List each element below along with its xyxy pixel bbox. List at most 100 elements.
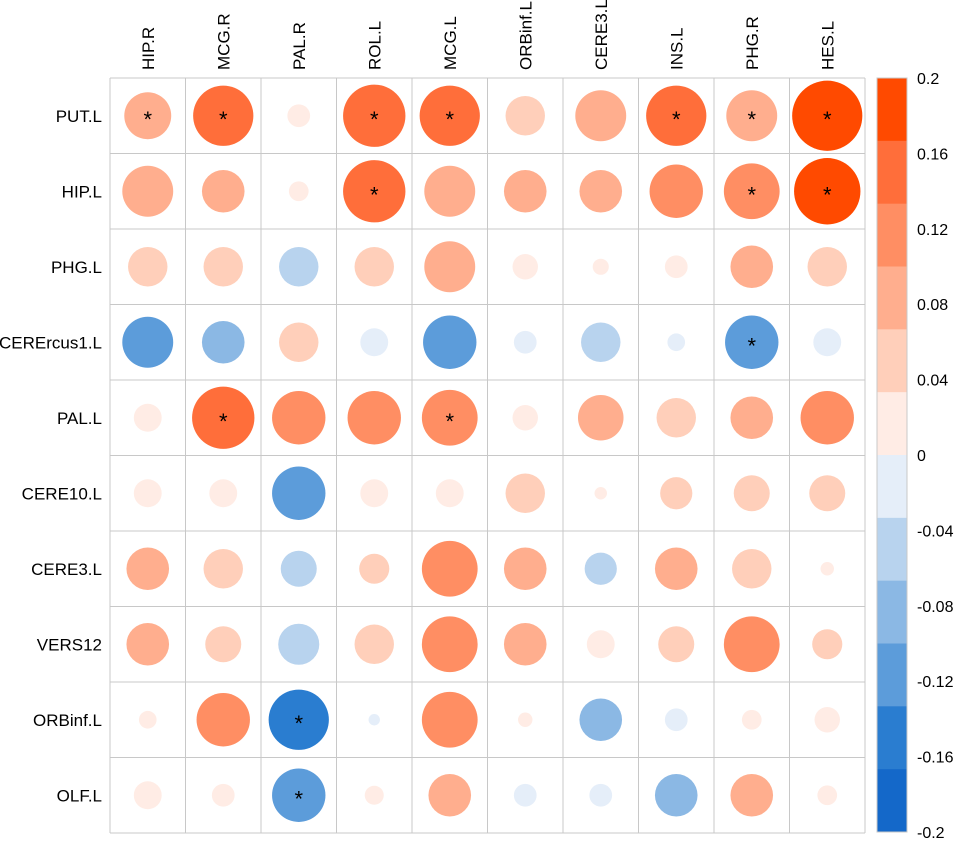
colorbar-segment (877, 266, 907, 330)
corr-circle-PHG.L-PAL.R (279, 247, 319, 287)
significance-star: * (294, 711, 303, 736)
corr-circle-VERS12-HIP.R (126, 622, 170, 666)
row-label: HIP.L (62, 182, 102, 201)
corr-circle-CERE10.L-INS.L (660, 477, 693, 510)
corr-circle-VERS12-HES.L (812, 629, 843, 660)
corr-circle-PHG.L-PHG.R (730, 245, 774, 289)
corr-circle-PUT.L-HES.L (792, 80, 863, 151)
colorbar-tick-label: 0.16 (917, 146, 948, 163)
corr-circle-CERE3.L-INS.L (654, 547, 698, 591)
corr-circle-OLF.L-ORBinf.L (513, 783, 537, 807)
corr-circle-CERE3.L-ORBinf.L (503, 547, 547, 591)
column-label: HES.L (818, 21, 837, 70)
corr-circle-PAL.L-PAL.R (272, 391, 326, 445)
corr-circle-CERE3.L-CERE3.L (584, 552, 617, 585)
corr-circle-CERE10.L-MCG.R (209, 479, 238, 508)
corr-circle-OLF.L-MCG.R (211, 783, 235, 807)
corr-circle-PAL.L-CERE3.L (577, 394, 624, 441)
corr-circle-PAL.L-ORBinf.L (512, 405, 538, 431)
corr-circle-PAL.L-MCG.L (421, 389, 478, 446)
colorbar-tick-label: 0.04 (917, 373, 948, 390)
corr-circle-ORBinf.L-CERE3.L (579, 698, 623, 742)
corr-circle-CERErcus1.L-ROL.L (360, 328, 389, 357)
colorbar-tick-label: -0.2 (917, 825, 945, 841)
row-label: CERE10.L (22, 484, 102, 503)
colorbar-segment (877, 392, 907, 456)
corr-circle-PUT.L-PAL.R (287, 104, 311, 128)
column-label: CERE3.L (592, 0, 611, 70)
corr-circle-HIP.L-ORBinf.L (503, 169, 547, 213)
significance-star: * (445, 409, 454, 434)
corr-circle-CERE10.L-PAL.R (272, 466, 326, 520)
column-label: ROL.L (365, 21, 384, 70)
corr-circle-ORBinf.L-INS.L (664, 708, 688, 732)
corr-circle-OLF.L-CERE3.L (589, 783, 613, 807)
corr-circle-PHG.L-CERE3.L (592, 258, 609, 275)
corr-circle-OLF.L-PAL.R (272, 768, 326, 822)
column-label: INS.L (667, 27, 686, 70)
column-label: PAL.R (290, 22, 309, 70)
corr-circle-OLF.L-PHG.R (730, 773, 774, 817)
corr-circle-HIP.L-MCG.R (201, 169, 245, 213)
significance-star: * (370, 107, 379, 132)
corr-circle-PUT.L-ROL.L (343, 84, 406, 147)
corr-circle-VERS12-CERE3.L (586, 630, 615, 659)
colorbar-segment (877, 580, 907, 644)
row-label: PHG.L (51, 258, 102, 277)
row-label: CERErcus1.L (0, 333, 102, 352)
corr-circle-PAL.L-ROL.L (347, 391, 401, 445)
significance-star: * (370, 182, 379, 207)
corr-circle-PUT.L-CERE3.L (575, 90, 627, 142)
colorbar-segment (877, 203, 907, 267)
colorbar-tick-label: 0.2 (917, 71, 939, 88)
colorbar-segment (877, 643, 907, 707)
corr-circle-OLF.L-ROL.L (364, 785, 384, 805)
significance-star: * (294, 786, 303, 811)
corr-circle-PUT.L-PHG.R (726, 90, 778, 142)
column-label: MCG.L (441, 16, 460, 70)
significance-marks: * * * * * * * * * * * * * * * (143, 107, 832, 812)
corr-circle-PHG.L-ORBinf.L (512, 254, 538, 280)
significance-star: * (747, 182, 756, 207)
colorbar-tick-label: 0.08 (917, 297, 948, 314)
row-label: CERE3.L (31, 560, 102, 579)
colorbar-tick-label: -0.08 (917, 599, 954, 616)
significance-star: * (823, 107, 832, 132)
corr-circle-CERE3.L-PAL.R (280, 550, 317, 587)
colorbar-tick-label: 0.12 (917, 222, 948, 239)
corr-circle-HIP.L-MCG.L (424, 165, 476, 217)
corr-circle-HIP.L-HES.L (794, 158, 861, 225)
row-label: PUT.L (56, 107, 102, 126)
significance-star: * (445, 107, 454, 132)
corr-circle-CERErcus1.L-MCG.L (423, 315, 477, 369)
significance-star: * (747, 107, 756, 132)
corr-circle-ORBinf.L-HES.L (814, 707, 840, 733)
circles (122, 80, 863, 822)
column-labels: HIP.R MCG.R PAL.R ROL.L MCG.L ORBinf.L CERE3.L… (139, 0, 838, 70)
corr-circle-ORBinf.L-MCG.L (421, 691, 478, 748)
colorbar: 0.2 0.16 0.12 0.08 0.04 0 -0.04 -0.08 -0.12 -0.16… (876, 71, 954, 841)
corr-circle-VERS12-MCG.L (421, 616, 478, 673)
corr-circle-CERErcus1.L-HIP.R (122, 316, 174, 368)
corr-circle-PUT.L-INS.L (646, 85, 707, 146)
corr-circle-CERErcus1.L-PAL.R (279, 322, 319, 362)
corr-circle-CERE3.L-MCG.L (421, 540, 478, 597)
corr-circle-PAL.L-PHG.R (730, 396, 774, 440)
corr-circle-OLF.L-INS.L (654, 773, 698, 817)
column-label: HIP.R (139, 27, 158, 70)
corr-circle-PUT.L-MCG.L (419, 85, 480, 146)
row-label: VERS12 (37, 635, 102, 654)
corr-circle-PHG.L-HES.L (807, 247, 847, 287)
corr-circle-CERE3.L-MCG.R (203, 549, 243, 589)
corr-circle-PHG.L-ROL.L (354, 247, 394, 287)
corr-circle-CERE10.L-ORBinf.L (505, 473, 545, 513)
corr-circle-VERS12-MCG.R (205, 626, 242, 663)
corr-circle-ORBinf.L-MCG.R (196, 693, 250, 747)
corr-circle-PAL.L-MCG.R (192, 386, 255, 449)
significance-star: * (219, 409, 228, 434)
significance-star: * (672, 107, 681, 132)
column-label: MCG.R (214, 13, 233, 70)
corr-circle-CERErcus1.L-CERE3.L (581, 322, 621, 362)
corr-circle-PHG.L-MCG.L (424, 241, 476, 293)
